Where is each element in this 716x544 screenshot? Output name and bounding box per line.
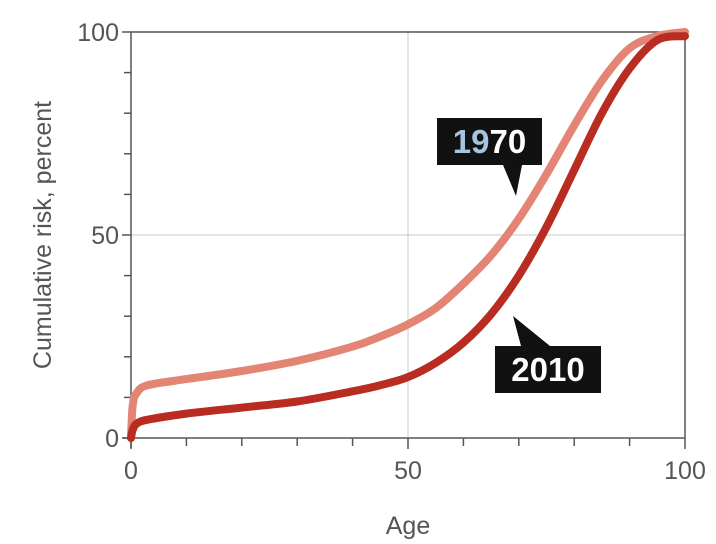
x-tick-label-0: 0 — [124, 457, 138, 485]
label-1970-suffix: 70 — [490, 123, 527, 160]
series-label-1970: 1970 — [437, 118, 542, 196]
grid — [131, 32, 685, 438]
series-lines — [127, 28, 689, 442]
x-tick-label-100: 100 — [664, 457, 706, 485]
x-axis-title: Age — [386, 512, 430, 540]
x-tick-label-50: 50 — [394, 457, 422, 485]
y-axis-title: Cumulative risk, percent — [29, 101, 57, 369]
label-1970-text: 1970 — [453, 123, 526, 160]
label-1970-pointer — [503, 165, 522, 196]
y-tick-label-0: 0 — [105, 425, 119, 453]
label-2010-text: 2010 — [511, 351, 584, 388]
series-line-2010 — [127, 32, 689, 442]
y-tick-label-100: 100 — [77, 19, 119, 47]
y-tick-label-50: 50 — [91, 222, 119, 250]
tick-labels: 0 50 100 0 50 100 — [77, 19, 706, 485]
tick-marks — [122, 31, 686, 449]
label-1970-prefix: 19 — [453, 123, 490, 160]
label-2010-pointer — [513, 316, 550, 346]
label-2010-box — [495, 346, 601, 393]
series-label-2010: 2010 — [495, 316, 601, 393]
axes — [123, 31, 686, 448]
series-line-1970 — [127, 28, 689, 442]
label-1970-box — [437, 118, 542, 165]
